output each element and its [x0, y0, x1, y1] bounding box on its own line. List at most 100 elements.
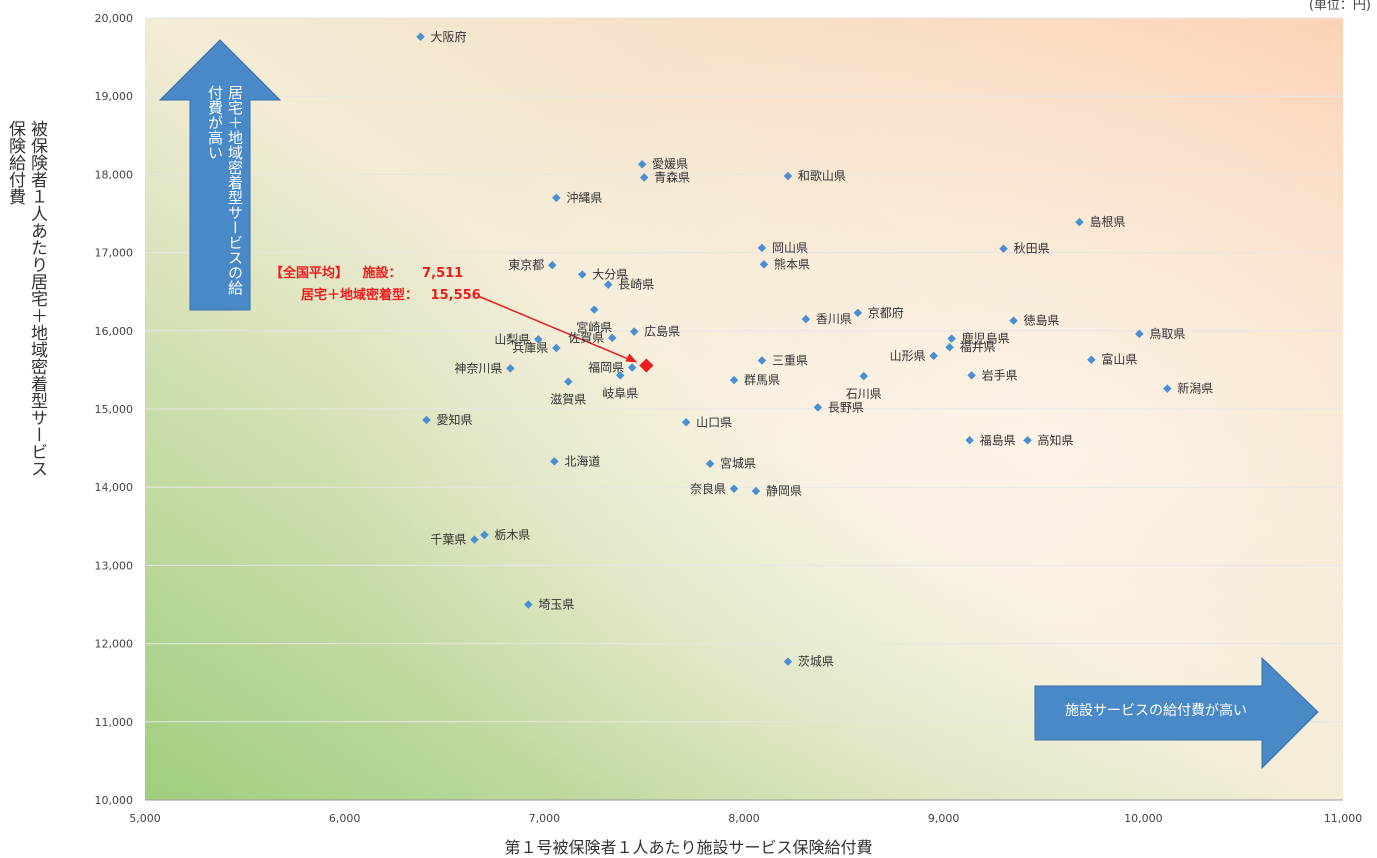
x-tick-label: 6,000: [329, 812, 361, 825]
data-point: [967, 371, 976, 380]
data-point-label: 熊本県: [774, 256, 810, 271]
data-point: [564, 377, 573, 386]
data-point: [1087, 355, 1096, 364]
data-point: [705, 459, 715, 468]
y-tick-label: 19,000: [95, 90, 134, 103]
data-point: [759, 260, 769, 269]
data-point: [1135, 329, 1144, 339]
data-point-label: 宮崎県: [576, 320, 612, 335]
data-point: [1023, 436, 1032, 445]
y-tick-label: 18,000: [95, 168, 134, 181]
x-tick-label: 11,000: [1324, 812, 1363, 825]
data-point: [757, 356, 767, 365]
data-point-label: 茨城県: [798, 655, 834, 669]
data-point: [578, 270, 587, 279]
national-average-marker: [639, 358, 654, 373]
data-point-label: 滋賀県: [550, 393, 586, 407]
y-tick-label: 11,000: [95, 716, 134, 729]
average-facility-label: 施設：: [362, 266, 402, 281]
data-point-label: 岐阜県: [602, 386, 638, 400]
y-tick-label: 10,000: [95, 794, 134, 807]
data-point-label: 沖縄県: [566, 190, 602, 205]
x-tick-label: 7,000: [529, 812, 561, 825]
data-point-label: 千葉県: [430, 533, 466, 547]
y-axis-label: 被保険者１人あたり居宅＋地域密着型サービス保険給付費: [5, 120, 47, 477]
data-point-label: 福島県: [980, 432, 1016, 447]
data-point: [506, 364, 515, 373]
data-point: [615, 371, 625, 380]
data-point-label: 奈良県: [690, 481, 726, 496]
data-point: [929, 351, 938, 361]
data-point-label: 北海道: [564, 453, 600, 468]
y-tick-labels: 10,000 11,000 12,000 13,000 14,000 15,000 16,0…: [95, 12, 134, 807]
data-point-label: 秋田県: [1014, 242, 1050, 256]
average-leader-arrowhead: [625, 353, 638, 363]
data-point: [801, 314, 811, 324]
data-point-label: 兵庫県: [512, 341, 548, 355]
grid-lines: [145, 17, 1343, 801]
arrow-up-shape: [158, 39, 282, 311]
data-point-label: 長崎県: [618, 278, 654, 292]
data-point-label: 大分県: [592, 267, 628, 281]
data-point: [524, 600, 533, 609]
data-point-label: 群馬県: [744, 373, 780, 387]
average-annotation-line2: 居宅＋地域密着型： 15,556: [301, 284, 481, 303]
data-point: [729, 484, 739, 494]
data-point-label: 香川県: [816, 312, 852, 326]
data-point-label: 高知県: [1038, 432, 1074, 447]
data-point: [783, 657, 793, 666]
y-tick-label: 20,000: [95, 12, 134, 25]
data-point: [548, 260, 557, 270]
data-point-label: 青森県: [654, 170, 690, 185]
y-tick-label: 14,000: [95, 481, 134, 494]
data-point: [1009, 316, 1018, 325]
data-point: [751, 486, 761, 496]
data-point-label: 広島県: [644, 324, 680, 339]
data-point: [422, 415, 431, 425]
data-point: [729, 375, 739, 385]
data-point: [813, 403, 823, 412]
data-point-label: 山形県: [890, 349, 926, 363]
data-point-label: 岩手県: [982, 367, 1018, 382]
arrow-right-shape: [1034, 656, 1319, 770]
data-point-label: 三重県: [772, 354, 808, 368]
data-point: [416, 32, 425, 42]
data-point: [965, 436, 974, 445]
data-point-label: 和歌山県: [798, 168, 846, 183]
data-point-label: 佐賀県: [568, 331, 604, 345]
data-point-label: 栃木県: [494, 528, 530, 542]
data-point: [603, 280, 613, 289]
data-point-label: 福岡県: [588, 360, 624, 375]
average-home-label: 居宅＋地域密着型：: [301, 288, 419, 303]
data-point-label: 島根県: [1089, 214, 1125, 229]
data-point-label: 富山県: [1101, 352, 1137, 367]
data-point-label: 埼玉県: [538, 598, 574, 612]
data-point-label: 宮城県: [720, 456, 756, 471]
x-tick-labels: 5,000 6,000 7,000 8,000 9,000 10,000 11,000: [129, 812, 1362, 825]
average-facility-value: 7,511: [422, 266, 464, 281]
data-point: [859, 371, 869, 381]
arrow-right-label: 施設サービスの給付費が高い: [1065, 703, 1247, 719]
x-tick-label: 8,000: [728, 812, 760, 825]
data-point-label: 愛知県: [437, 413, 473, 427]
data-point: [627, 363, 637, 372]
data-point-label: 鹿児島県: [962, 331, 1010, 346]
y-tick-label: 15,000: [95, 403, 134, 416]
data-point: [550, 457, 559, 466]
y-tick-label: 12,000: [95, 638, 134, 651]
average-title: 【全国平均】: [270, 266, 349, 281]
data-point-label: 長野県: [828, 400, 864, 414]
data-point: [470, 535, 479, 544]
x-tick-label: 5,000: [129, 812, 161, 825]
data-point-label: 福井県: [960, 339, 996, 354]
data-point-label: 大阪府: [431, 29, 467, 44]
data-point-label: 石川県: [846, 387, 882, 401]
average-leader-line: [477, 295, 635, 363]
data-point-label: 新潟県: [1177, 381, 1213, 396]
arrow-up-label: 居宅＋地域密着型サービスの給付費が高い: [206, 85, 244, 295]
data-point: [590, 305, 599, 314]
average-home-value: 15,556: [430, 288, 481, 303]
data-point: [607, 333, 617, 343]
data-point-label: 徳島県: [1024, 313, 1060, 328]
data-point: [945, 342, 954, 352]
